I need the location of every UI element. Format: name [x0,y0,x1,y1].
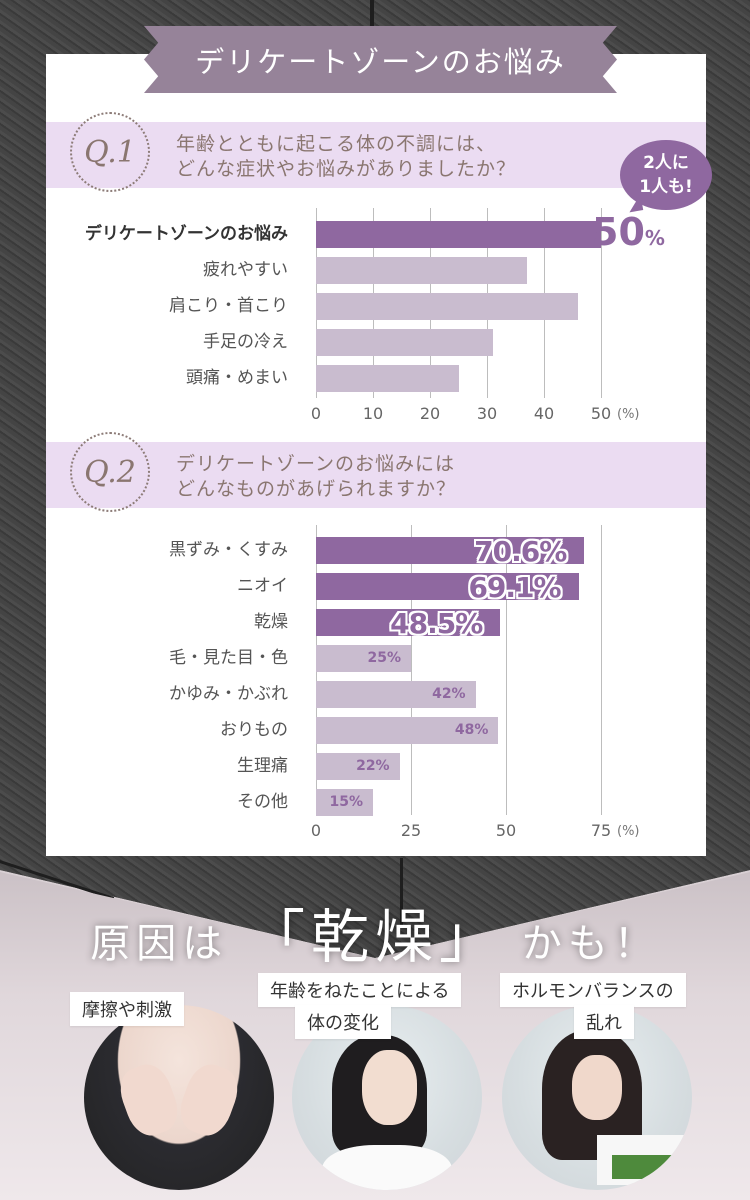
axis-unit-label: (%) [617,407,640,422]
value-label: 22% [356,758,390,774]
axis-tick-label: 20 [419,404,441,423]
cause-label-age-line2: 体の変化 [295,1005,391,1039]
category-label: ニオイ [237,576,288,596]
section-title: デリケートゾーンのお悩み [195,44,566,79]
axis-tick-label: 75 [590,821,612,840]
book-shape [612,1155,682,1179]
axis-tick-label: 0 [310,821,322,840]
question-1-text: 年齢とともに起こる体の不調には、 どんな症状やお悩みがありましたか？ [176,132,516,182]
photo-hormone-balance [502,1005,692,1190]
value-label: 25% [367,650,401,666]
headline-keyword: 「乾燥」 [246,903,503,971]
category-label: デリケートゾーンのお悩み [84,224,288,244]
axis-tick-label: 50 [590,404,612,423]
cause-label-hormone-line1: ホルモンバランスの [500,973,686,1007]
category-label: 生理痛 [237,756,288,776]
section-title-ribbon: デリケートゾーンのお悩み [144,26,617,93]
category-label: おりもの [220,720,288,740]
category-label: 手足の冷え [203,332,288,352]
bar [316,789,373,816]
bar [316,293,579,320]
crack-decoration [400,858,403,928]
highlight-value-50: 50% [592,210,665,254]
value-label: 69.1% [468,571,561,604]
value-label: 48.5% [390,607,483,640]
value-label: 48% [454,722,489,738]
cause-label-friction: 摩擦や刺激 [70,992,184,1026]
axis-tick-label: 0 [310,404,322,423]
question-2-text: デリケートゾーンのお悩みには どんなものがあげられますか？ [176,452,456,502]
question-1-badge: Q.1 [70,112,150,192]
bar [316,573,579,600]
value-label: 70.6% [474,535,567,568]
bubble-line1: 2人に [643,153,689,173]
bar [316,717,499,744]
axis-tick-label: 50 [495,821,517,840]
bar [316,221,601,248]
face-shape [572,1055,622,1120]
gridline [601,525,602,815]
question-2-badge: Q.2 [70,432,150,512]
category-label: 黒ずみ・くすみ [169,540,288,560]
face-shape [362,1050,417,1125]
category-label: 頭痛・めまい [186,368,288,388]
chart-q2: 0 25 50 75 (%) 黒ずみ・くすみ 70.6% ニオイ 69.1% 乾燥 48.5% 毛・見… [169,525,640,840]
cause-label-hormone-line2: 乱れ [574,1005,634,1039]
shirt-shape [322,1145,452,1190]
axis-tick-label: 30 [476,404,498,423]
category-label: その他 [237,792,288,812]
bar [316,645,411,672]
gridline [506,525,507,815]
axis-tick-label: 10 [362,404,384,423]
bar [316,681,476,708]
bar [316,609,501,636]
question-1-line1: 年齢とともに起こる体の不調には、 [176,133,497,155]
category-label: 肩こり・首こり [169,296,288,316]
question-1-banner: Q.1 年齢とともに起こる体の不調には、 どんな症状やお悩みがありましたか？ [46,112,706,192]
bubble-line2: 1人も! [639,177,693,197]
bar [316,365,459,392]
axis-tick-label: 25 [400,821,422,840]
photo-friction [84,1005,274,1190]
bar [316,329,493,356]
axis-unit-label: (%) [617,824,640,839]
category-label: かゆみ・かぶれ [169,684,288,704]
question-2-banner: Q.2 デリケートゾーンのお悩みには どんなものがあげられますか？ [46,432,706,512]
bar [316,537,585,564]
category-label: 疲れやすい [203,260,288,280]
headline-prefix: 原因は [90,921,229,967]
hand-shape [113,1058,185,1142]
category-label: 毛・見た目・色 [169,648,288,668]
question-2-line1: デリケートゾーンのお悩みには [176,453,456,475]
speech-bubble: 2人に 1人も! [620,140,712,210]
bar [316,753,400,780]
question-1-line2: どんな症状やお悩みがありましたか？ [176,158,517,180]
headline-suffix: かも！ [521,921,660,967]
cause-label-age-line1: 年齢をねたことによる [258,973,462,1007]
bar [316,257,527,284]
conclusion-headline: 原因は 「乾燥」 かも！ [0,890,750,974]
gridline [411,525,412,815]
value-label: 42% [432,686,466,702]
hand-shape [173,1058,245,1142]
question-2-line2: どんなものがあげられますか？ [176,478,457,500]
chart-q1: 0 10 20 30 40 50 (%) デリケートゾーンのお悩み疲れやすい肩こり・首こり手足… [0,0,750,440]
category-label: 乾燥 [254,612,288,632]
value-label: 15% [329,794,363,810]
gridline [601,208,602,398]
axis-tick-label: 40 [533,404,555,423]
